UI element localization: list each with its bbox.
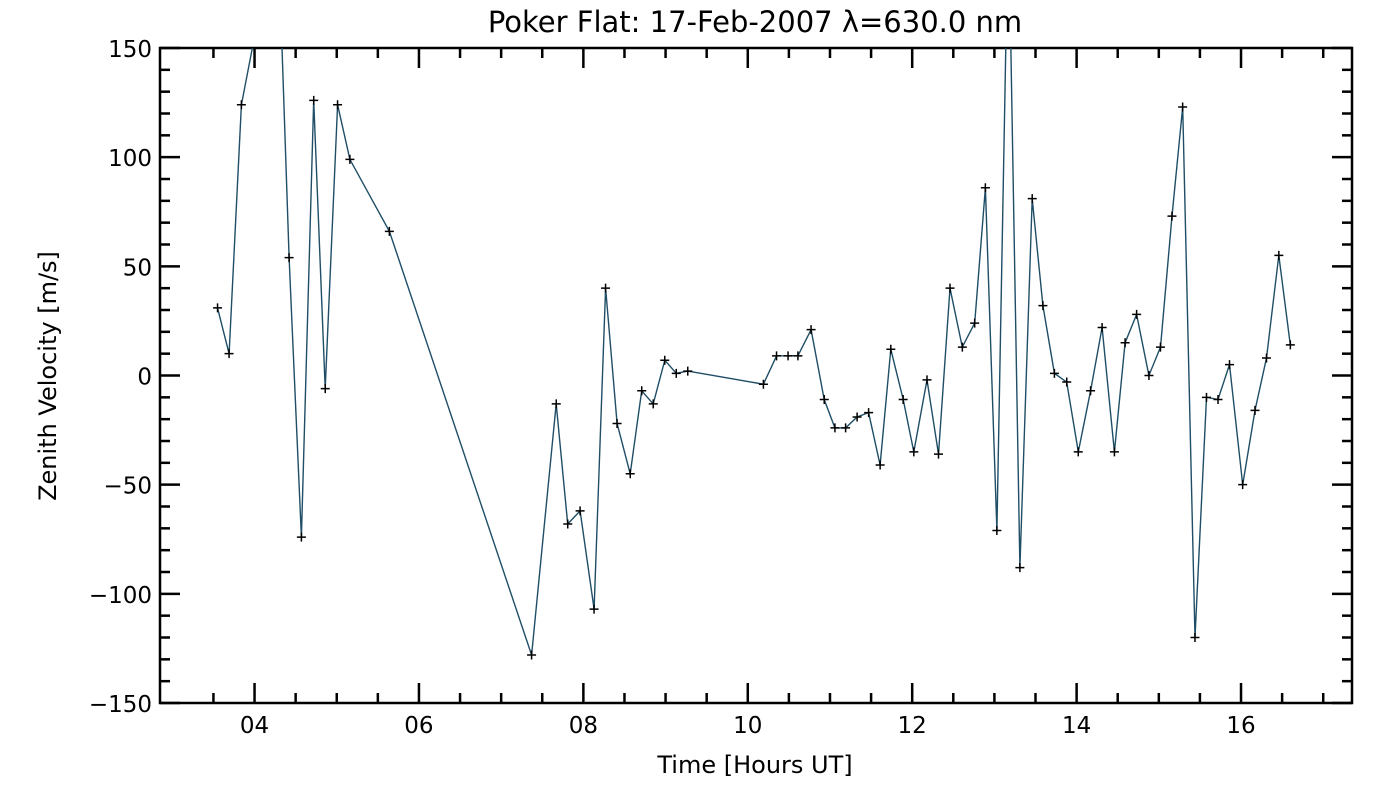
y-tick-label: −50 — [103, 474, 152, 500]
data-point-marker — [1213, 395, 1223, 405]
data-point-marker — [224, 349, 234, 359]
y-tick-label: 150 — [108, 37, 152, 63]
chart-title: Poker Flat: 17-Feb-2007 λ=630.0 nm — [488, 5, 1022, 39]
data-point-marker — [309, 95, 319, 105]
data-point-marker — [236, 100, 246, 110]
series-line — [216, 48, 1291, 656]
data-point-marker — [1250, 405, 1260, 415]
x-tick-label: 12 — [898, 713, 927, 739]
data-point-marker — [886, 344, 896, 354]
data-point-marker — [345, 154, 355, 164]
axis-tick-labels: 04 06 08 10 12 14 16 150 100 50 0 −50 −100 −150 — [89, 37, 1256, 739]
data-point-marker — [806, 325, 816, 335]
data-point-marker — [1274, 250, 1284, 260]
data-point-marker — [1073, 447, 1083, 457]
data-point-marker — [875, 460, 885, 470]
data-point-marker — [1190, 633, 1200, 642]
data-point-marker — [992, 526, 1002, 536]
y-tick-label: −150 — [89, 692, 152, 718]
x-tick-label: 08 — [569, 713, 598, 739]
data-point-marker — [852, 412, 862, 422]
data-point-marker — [898, 395, 908, 405]
plot-frame — [158, 46, 1354, 705]
data-point-marker — [612, 419, 622, 429]
data-point-marker — [660, 355, 670, 365]
data-point-marker — [625, 469, 635, 479]
data-point-marker — [296, 532, 306, 542]
data-point-marker — [1097, 322, 1107, 332]
data-point-marker — [1109, 447, 1119, 457]
data-point-marker — [922, 375, 932, 385]
data-series — [213, 48, 1295, 660]
data-point-marker — [957, 342, 967, 352]
data-point-marker — [758, 379, 768, 389]
data-point-marker — [980, 183, 990, 193]
data-point-marker — [1038, 301, 1048, 311]
data-point-marker — [575, 506, 585, 516]
data-point-marker — [783, 351, 793, 361]
data-point-marker — [970, 318, 980, 328]
data-point-marker — [841, 423, 851, 433]
data-point-marker — [1167, 211, 1177, 221]
data-point-marker — [909, 447, 919, 457]
data-point-marker — [1155, 342, 1165, 352]
data-point-marker — [1238, 480, 1248, 490]
data-point-marker — [1027, 194, 1037, 204]
data-point-marker — [320, 384, 330, 394]
data-point-marker — [1225, 360, 1235, 370]
data-point-marker — [637, 386, 647, 396]
y-tick-label: 0 — [137, 365, 152, 391]
x-tick-label: 16 — [1226, 713, 1255, 739]
data-point-marker — [1285, 340, 1295, 350]
axis-ticks — [160, 46, 1352, 705]
x-tick-label: 06 — [404, 713, 433, 739]
data-point-marker — [1062, 377, 1072, 387]
y-axis-label: Zenith Velocity [m/s] — [34, 251, 62, 501]
data-point-marker — [563, 519, 573, 529]
x-tick-label: 14 — [1062, 713, 1091, 739]
data-point-marker — [819, 395, 829, 405]
data-point-marker — [284, 253, 294, 263]
data-point-marker — [551, 399, 561, 409]
data-point-marker — [830, 423, 840, 433]
data-point-marker — [527, 650, 537, 660]
x-axis-label: Time [Hours UT] — [656, 751, 852, 779]
data-point-marker — [1262, 353, 1271, 363]
data-point-marker — [772, 351, 782, 361]
data-point-marker — [933, 449, 943, 459]
data-point-marker — [333, 100, 343, 110]
x-tick-label: 10 — [733, 713, 762, 739]
data-point-marker — [1049, 368, 1059, 378]
y-tick-label: 100 — [108, 146, 152, 172]
data-point-marker — [793, 351, 803, 361]
data-point-marker — [1201, 392, 1211, 402]
data-point-marker — [589, 604, 599, 614]
data-point-marker — [1144, 371, 1154, 380]
data-point-marker — [864, 408, 874, 418]
data-point-marker — [1015, 563, 1025, 573]
data-point-marker — [648, 399, 658, 409]
data-point-marker — [384, 226, 394, 236]
data-point-marker — [213, 303, 223, 313]
data-point-marker — [1132, 309, 1142, 319]
x-tick-label: 04 — [240, 713, 269, 739]
y-tick-label: 50 — [123, 255, 152, 281]
data-point-marker — [1178, 102, 1188, 112]
data-point-marker — [945, 283, 955, 293]
data-point-marker — [1086, 386, 1096, 396]
data-point-marker — [671, 368, 681, 378]
data-point-marker — [683, 366, 693, 376]
data-point-marker — [601, 283, 611, 293]
data-point-marker — [1120, 338, 1130, 348]
y-tick-label: −100 — [89, 583, 152, 609]
